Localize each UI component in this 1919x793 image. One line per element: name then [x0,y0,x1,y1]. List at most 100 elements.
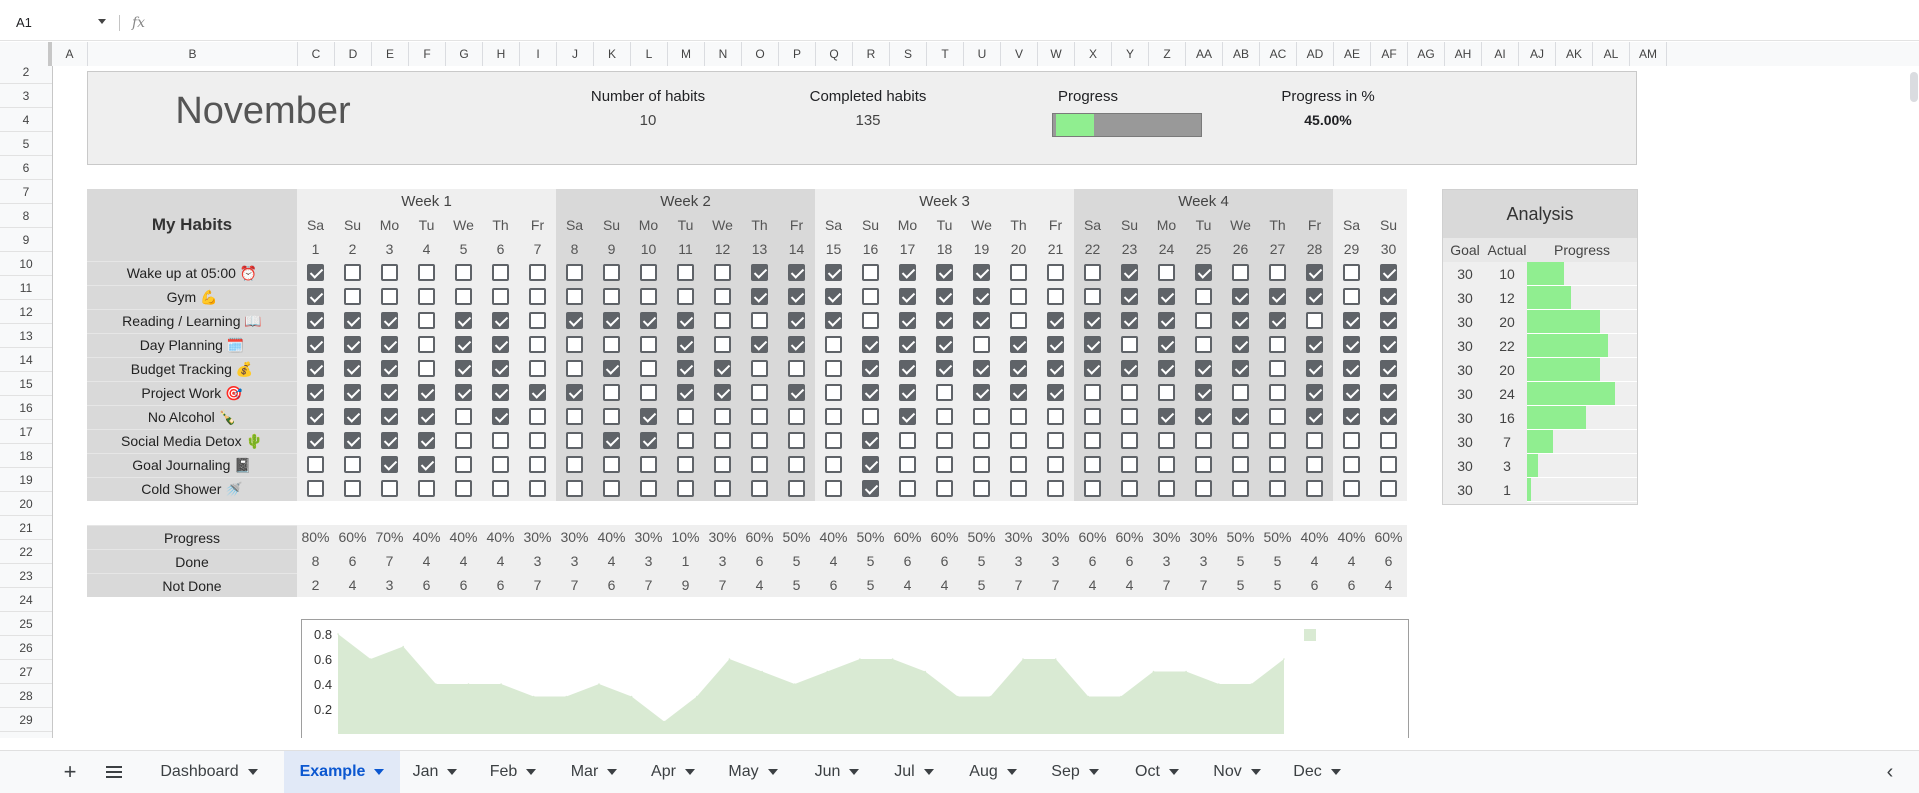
scrollbar-thumb[interactable] [1910,72,1918,102]
habit-checkbox[interactable] [1343,456,1360,473]
sheet-tab-mar[interactable]: Mar [554,751,634,793]
habit-checkbox[interactable] [1306,480,1323,497]
habit-checkbox[interactable] [899,288,916,305]
habit-checkbox[interactable] [862,288,879,305]
habit-checkbox[interactable] [529,384,546,401]
habit-checkbox[interactable] [862,408,879,425]
chevron-down-icon[interactable] [374,769,385,775]
habit-checkbox[interactable] [381,312,398,329]
habit-checkbox[interactable] [492,480,509,497]
chevron-down-icon[interactable] [447,769,458,775]
habit-checkbox[interactable] [899,456,916,473]
habit-checkbox[interactable] [1232,456,1249,473]
habit-checkbox[interactable] [1269,312,1286,329]
habit-checkbox[interactable] [1121,480,1138,497]
habit-checkbox[interactable] [973,384,990,401]
habit-checkbox[interactable] [1047,360,1064,377]
habit-checkbox[interactable] [825,480,842,497]
habit-checkbox[interactable] [455,336,472,353]
habit-checkbox[interactable] [1269,480,1286,497]
sheet-tab-example[interactable]: Example [284,751,400,793]
habit-checkbox[interactable] [788,432,805,449]
column-header-r[interactable]: R [853,42,890,66]
habit-checkbox[interactable] [455,456,472,473]
habit-checkbox[interactable] [714,408,731,425]
column-header-i[interactable]: I [520,42,557,66]
habit-checkbox[interactable] [1343,408,1360,425]
habit-checkbox[interactable] [751,408,768,425]
habit-checkbox[interactable] [529,480,546,497]
habit-checkbox[interactable] [603,264,620,281]
habit-checkbox[interactable] [1084,360,1101,377]
habit-checkbox[interactable] [1306,336,1323,353]
habit-checkbox[interactable] [1306,360,1323,377]
habit-checkbox[interactable] [714,360,731,377]
habit-checkbox[interactable] [1195,456,1212,473]
habit-checkbox[interactable] [751,432,768,449]
row-header-8[interactable]: 8 [0,204,52,228]
habit-checkbox[interactable] [603,360,620,377]
habit-checkbox[interactable] [899,312,916,329]
habit-checkbox[interactable] [751,312,768,329]
habit-checkbox[interactable] [788,312,805,329]
habit-checkbox[interactable] [862,384,879,401]
habit-checkbox[interactable] [344,264,361,281]
habit-checkbox[interactable] [862,432,879,449]
habit-checkbox[interactable] [418,384,435,401]
habit-checkbox[interactable] [1121,336,1138,353]
column-header-e[interactable]: E [372,42,409,66]
habit-checkbox[interactable] [1047,312,1064,329]
habit-checkbox[interactable] [1306,456,1323,473]
habit-checkbox[interactable] [1380,288,1397,305]
row-header-20[interactable]: 20 [0,492,52,516]
habit-checkbox[interactable] [1158,480,1175,497]
row-header-17[interactable]: 17 [0,420,52,444]
column-header-w[interactable]: W [1038,42,1075,66]
habit-checkbox[interactable] [455,288,472,305]
habit-checkbox[interactable] [1269,264,1286,281]
habit-checkbox[interactable] [1158,384,1175,401]
column-header-l[interactable]: L [631,42,668,66]
sheet-tab-aug[interactable]: Aug [952,751,1034,793]
habit-checkbox[interactable] [566,264,583,281]
habit-checkbox[interactable] [1306,408,1323,425]
habit-checkbox[interactable] [714,288,731,305]
habit-checkbox[interactable] [677,408,694,425]
habit-checkbox[interactable] [973,360,990,377]
habit-checkbox[interactable] [603,384,620,401]
habit-checkbox[interactable] [1269,384,1286,401]
habit-checkbox[interactable] [973,408,990,425]
habit-checkbox[interactable] [1380,408,1397,425]
habit-checkbox[interactable] [751,336,768,353]
habit-checkbox[interactable] [1269,360,1286,377]
column-header-t[interactable]: T [927,42,964,66]
row-header-29[interactable]: 29 [0,708,52,732]
progress-chart[interactable]: 0.8 0.6 0.4 0.2 [301,619,1409,738]
habit-checkbox[interactable] [1084,336,1101,353]
habit-checkbox[interactable] [344,456,361,473]
habit-checkbox[interactable] [566,336,583,353]
habit-checkbox[interactable] [1269,288,1286,305]
column-header-k[interactable]: K [594,42,631,66]
vertical-scrollbar[interactable] [1908,66,1919,738]
habit-checkbox[interactable] [492,384,509,401]
habit-checkbox[interactable] [1232,408,1249,425]
habit-checkbox[interactable] [1010,432,1027,449]
row-header-14[interactable]: 14 [0,348,52,372]
habit-checkbox[interactable] [1084,312,1101,329]
row-header-5[interactable]: 5 [0,132,52,156]
habit-checkbox[interactable] [677,336,694,353]
habit-checkbox[interactable] [455,264,472,281]
habit-checkbox[interactable] [677,312,694,329]
row-header-3[interactable]: 3 [0,84,52,108]
habit-checkbox[interactable] [1195,360,1212,377]
habit-checkbox[interactable] [640,264,657,281]
habit-checkbox[interactable] [899,336,916,353]
habit-checkbox[interactable] [344,312,361,329]
habit-checkbox[interactable] [344,480,361,497]
chevron-down-icon[interactable] [247,769,258,775]
chevron-down-icon[interactable] [1330,769,1341,775]
sheet-tab-dec[interactable]: Dec [1276,751,1358,793]
habit-checkbox[interactable] [1306,264,1323,281]
habit-checkbox[interactable] [640,312,657,329]
